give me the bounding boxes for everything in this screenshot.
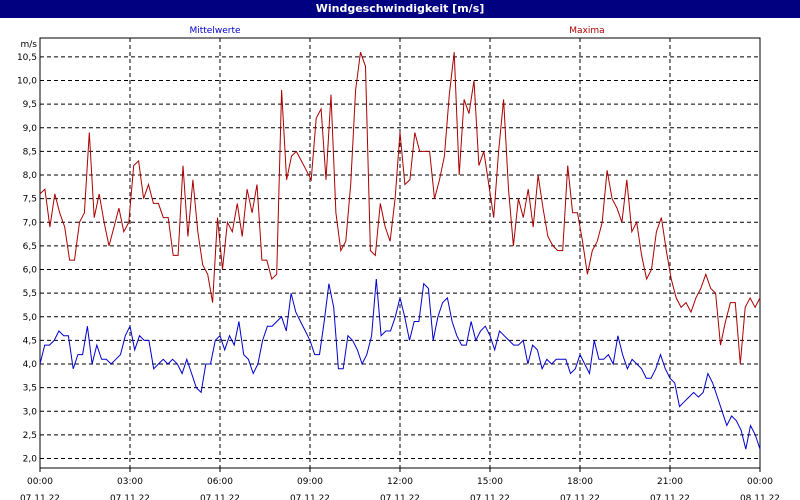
chart-title-bar: Windgeschwindigkeit [m/s] [0,0,800,18]
x-tick-date-label: 07.11.22 [200,494,240,500]
y-tick-label: 10,0 [17,77,37,87]
y-tick-label: 8,0 [23,171,38,181]
x-tick-time-label: 18:00 [567,477,593,487]
y-tick-label: 8,5 [23,147,37,157]
line-chart: 2,0 2,5 3,0 3,5 4,0 4,5 5,0 5,5 6,0 6,5 7,0 7,5 8,0 8… [17,26,780,500]
plot-border [39,37,761,469]
y-tick-label: 9,0 [23,124,38,134]
x-tick-date-label: 07.11.22 [20,494,60,500]
x-tick-date-label: 07.11.22 [470,494,510,500]
y-tick-label: 5,5 [23,289,37,299]
x-tick-date-label: 07.11.22 [110,494,150,500]
x-tick-date-label: 08.11.22 [740,494,780,500]
x-tick-time-label: 21:00 [657,477,683,487]
x-tick-date-label: 07.11.22 [650,494,690,500]
y-tick-label: 5,0 [23,313,38,323]
y-tick-label: 6,5 [23,242,37,252]
y-tick-label: 9,5 [23,100,37,110]
legend-maxima: Maxima [569,26,604,36]
x-tick-time-label: 03:00 [117,477,143,487]
y-tick-label: 3,0 [23,407,38,417]
y-tick-label: 10,5 [17,53,37,63]
x-tick-time-label: 00:00 [27,477,53,487]
series-line-mittelwerte [39,278,761,450]
y-tick-label: 7,0 [23,218,38,228]
y-axis-label: m/s [21,40,38,50]
x-tick-time-label: 15:00 [477,477,503,487]
x-tick-time-label: 00:00 [747,477,773,487]
x-tick-time-label: 06:00 [207,477,233,487]
y-tick-label: 2,0 [23,455,38,465]
x-tick-date-label: 07.11.22 [560,494,600,500]
y-tick-label: 4,0 [23,360,38,370]
series-line-maxima [39,52,761,365]
y-tick-label: 7,5 [23,195,37,205]
y-tick-label: 2,5 [23,431,37,441]
chart-title: Windgeschwindigkeit [m/s] [315,2,485,15]
y-tick-label: 4,5 [23,336,37,346]
y-tick-label: 3,5 [23,384,37,394]
y-tick-label: 6,0 [23,266,38,276]
x-tick-time-label: 12:00 [387,477,413,487]
x-tick-date-label: 07.11.22 [290,494,330,500]
x-tick-date-label: 07.11.22 [380,494,420,500]
legend-mittelwerte: Mittelwerte [189,26,240,36]
x-tick-time-label: 09:00 [297,477,323,487]
